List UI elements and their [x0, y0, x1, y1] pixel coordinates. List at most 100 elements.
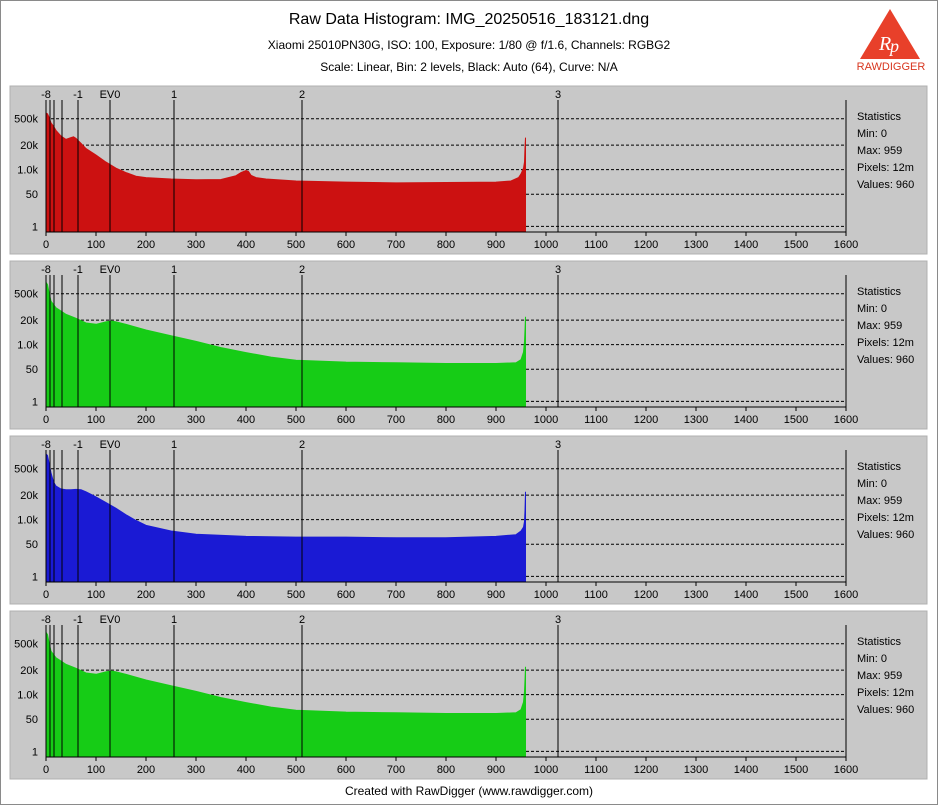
y-tick-label: 50 — [26, 539, 38, 551]
x-tick-label: 300 — [187, 414, 205, 426]
x-tick-label: 400 — [237, 764, 255, 776]
x-tick-label: 800 — [437, 589, 455, 601]
histogram-panel-r: 500k 20k 1.0k 50 1 -8 -1 EV0 1 2 3 0 100 200 300 400 500… — [9, 85, 928, 255]
ev-marker-label: 1 — [171, 614, 177, 626]
stats-min: Min: 0 — [857, 128, 887, 140]
x-tick-label: 1300 — [684, 239, 708, 251]
stats-max: Max: 959 — [857, 495, 902, 507]
logo-p-glyph: p — [888, 36, 899, 56]
y-tick-label: 500k — [14, 464, 38, 476]
x-tick-label: 500 — [287, 239, 305, 251]
x-tick-label: 400 — [237, 589, 255, 601]
x-tick-label: 800 — [437, 239, 455, 251]
x-tick-label: 900 — [487, 239, 505, 251]
logo-r-glyph: R — [878, 33, 891, 55]
ev-marker-label: 3 — [555, 264, 561, 276]
x-tick-label: 300 — [187, 764, 205, 776]
x-tick-label: 300 — [187, 239, 205, 251]
stats-pixels: Pixels: 12m — [857, 512, 914, 524]
stats-max: Max: 959 — [857, 320, 902, 332]
y-tick-label: 20k — [20, 315, 38, 327]
chart-title: Raw Data Histogram: IMG_20250516_183121.… — [288, 11, 650, 28]
x-tick-label: 0 — [43, 414, 49, 426]
x-tick-label: 600 — [337, 239, 355, 251]
y-tick-label: 1.0k — [17, 340, 38, 352]
ev-marker-label: 1 — [171, 264, 177, 276]
y-tick-label: 20k — [20, 140, 38, 152]
x-tick-label: 1500 — [784, 589, 808, 601]
x-tick-label: 200 — [137, 589, 155, 601]
stats-min: Min: 0 — [857, 478, 887, 490]
x-tick-label: 1200 — [634, 239, 658, 251]
x-tick-label: 700 — [387, 239, 405, 251]
y-tick-label: 500k — [14, 114, 38, 126]
x-tick-label: 1200 — [634, 764, 658, 776]
logo-triangle-icon — [860, 9, 920, 59]
ev-marker-label: EV0 — [100, 614, 121, 626]
x-tick-label: 1000 — [534, 589, 558, 601]
x-tick-label: 1000 — [534, 414, 558, 426]
x-tick-label: 700 — [387, 414, 405, 426]
x-tick-label: 500 — [287, 589, 305, 601]
x-tick-label: 500 — [287, 764, 305, 776]
x-tick-label: 600 — [337, 589, 355, 601]
x-tick-label: 1300 — [684, 589, 708, 601]
ev-marker-label: EV0 — [100, 89, 121, 101]
x-tick-label: 700 — [387, 764, 405, 776]
y-tick-label: 20k — [20, 490, 38, 502]
ev-marker-label: 2 — [299, 264, 305, 276]
x-tick-label: 0 — [43, 589, 49, 601]
x-tick-label: 1400 — [734, 239, 758, 251]
histogram-panel-b: 500k 20k 1.0k 50 1 -8 -1 EV0 1 2 3 0 100 200 300 400 500… — [9, 435, 928, 605]
x-tick-label: 1200 — [634, 589, 658, 601]
ev-marker-label: -8 — [41, 439, 51, 451]
y-tick-label: 1.0k — [17, 515, 38, 527]
y-tick-label: 1 — [32, 396, 38, 408]
x-tick-label: 1400 — [734, 589, 758, 601]
x-tick-label: 900 — [487, 764, 505, 776]
x-tick-label: 200 — [137, 764, 155, 776]
ev-marker-label: EV0 — [100, 439, 121, 451]
ev-marker-label: -1 — [73, 264, 83, 276]
x-tick-label: 100 — [87, 589, 105, 601]
x-tick-label: 400 — [237, 239, 255, 251]
x-tick-label: 200 — [137, 239, 155, 251]
ev-marker-label: EV0 — [100, 264, 121, 276]
stats-values: Values: 960 — [857, 529, 914, 541]
stats-title: Statistics — [857, 286, 902, 298]
x-tick-label: 200 — [137, 414, 155, 426]
x-tick-label: 1500 — [784, 764, 808, 776]
x-tick-label: 1600 — [834, 589, 858, 601]
stats-title: Statistics — [857, 461, 902, 473]
y-tick-label: 1 — [32, 571, 38, 583]
x-tick-label: 100 — [87, 239, 105, 251]
x-tick-label: 1100 — [584, 589, 608, 601]
x-tick-label: 100 — [87, 764, 105, 776]
footer-credit: Created with RawDigger (www.rawdigger.co… — [344, 784, 594, 798]
x-tick-label: 1300 — [684, 764, 708, 776]
ev-marker-label: 3 — [555, 614, 561, 626]
y-tick-label: 50 — [26, 364, 38, 376]
ev-marker-label: 2 — [299, 614, 305, 626]
y-tick-label: 1 — [32, 221, 38, 233]
stats-values: Values: 960 — [857, 179, 914, 191]
histogram-area-g2 — [45, 630, 526, 758]
x-tick-label: 0 — [43, 764, 49, 776]
x-tick-label: 1000 — [534, 764, 558, 776]
x-tick-label: 400 — [237, 414, 255, 426]
stats-values: Values: 960 — [857, 704, 914, 716]
ev-marker-label: 2 — [299, 439, 305, 451]
stats-min: Min: 0 — [857, 653, 887, 665]
x-tick-label: 1600 — [834, 414, 858, 426]
ev-marker-label: -8 — [41, 614, 51, 626]
histogram-area-b — [45, 452, 526, 583]
y-tick-label: 500k — [14, 639, 38, 651]
ev-marker-label: -1 — [73, 439, 83, 451]
stats-min: Min: 0 — [857, 303, 887, 315]
ev-marker-label: -8 — [41, 89, 51, 101]
x-tick-label: 500 — [287, 414, 305, 426]
stats-pixels: Pixels: 12m — [857, 337, 914, 349]
ev-marker-label: -8 — [41, 264, 51, 276]
x-tick-label: 1100 — [584, 239, 608, 251]
